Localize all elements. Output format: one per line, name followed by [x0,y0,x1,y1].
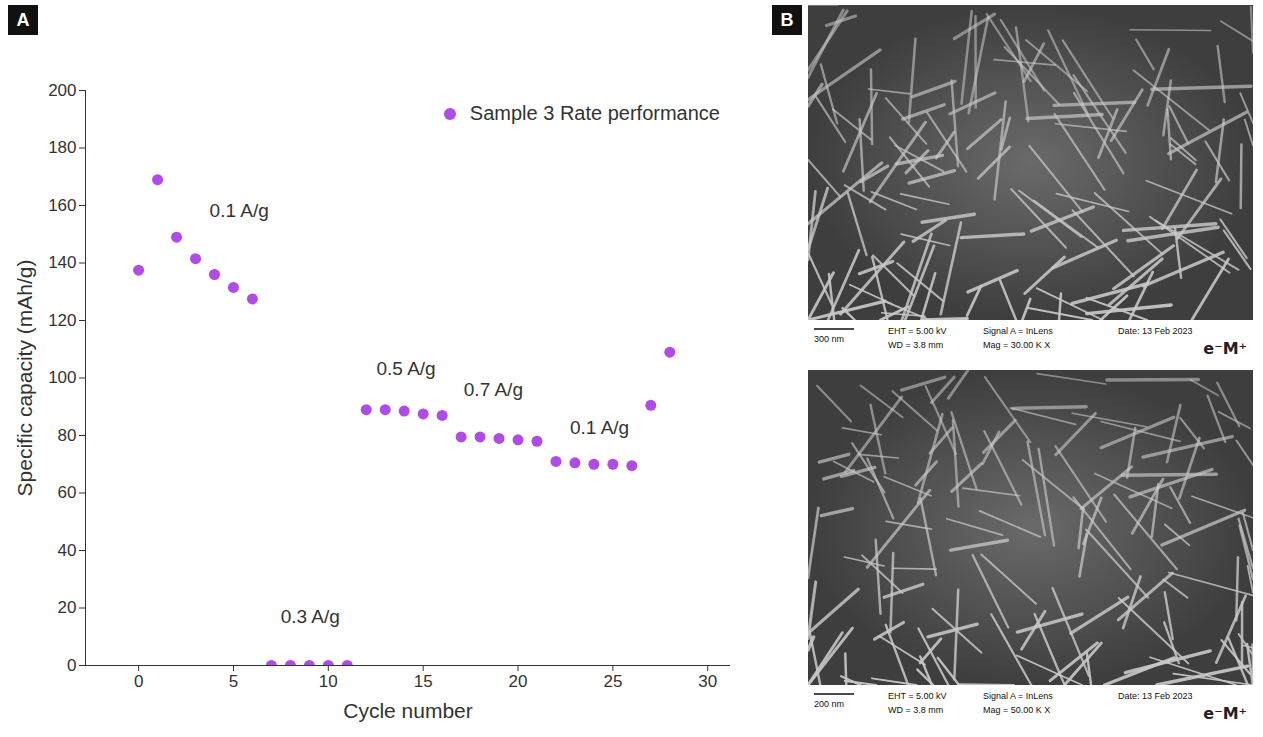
svg-text:WD = 3.8 mm: WD = 3.8 mm [888,705,943,715]
svg-text:Date: 13 Feb 2023: Date: 13 Feb 2023 [1118,326,1193,336]
svg-text:25: 25 [603,672,622,691]
svg-text:e⁻M⁺: e⁻M⁺ [1203,704,1247,723]
html-text:Sample 3 Rate performance: Sample 3 Rate performance [469,102,720,124]
svg-text:20: 20 [58,598,77,617]
svg-text:0.3 A/g: 0.3 A/g [281,606,340,627]
svg-text:0.5 A/g: 0.5 A/g [377,358,436,379]
svg-text:0.1 A/g: 0.1 A/g [210,200,269,221]
html-text:B: B [780,9,794,30]
svg-text:Signal A = InLens: Signal A = InLens [983,691,1053,701]
svg-text:10: 10 [319,672,338,691]
svg-text:0: 0 [67,656,76,675]
svg-text:Signal A = InLens: Signal A = InLens [983,326,1053,336]
svg-text:20: 20 [509,672,528,691]
svg-text:Mag = 50.00 K X: Mag = 50.00 K X [983,705,1050,715]
svg-text:EHT = 5.00 kV: EHT = 5.00 kV [888,326,947,336]
svg-text:160: 160 [48,196,76,215]
svg-text:80: 80 [58,426,77,445]
svg-text:140: 140 [48,253,76,272]
svg-text:300 nm: 300 nm [814,334,844,344]
svg-text:40: 40 [58,541,77,560]
svg-text:0.1 A/g: 0.1 A/g [570,417,629,438]
svg-text:30: 30 [698,672,717,691]
html-text:A: A [16,9,30,30]
svg-text:200: 200 [48,81,76,100]
svg-text:EHT = 5.00 kV: EHT = 5.00 kV [888,691,947,701]
svg-text:e⁻M⁺: e⁻M⁺ [1203,339,1247,358]
svg-text:100: 100 [48,368,76,387]
svg-text:60: 60 [58,483,77,502]
svg-text:0: 0 [134,672,143,691]
svg-text:15: 15 [414,672,433,691]
svg-text:180: 180 [48,138,76,157]
svg-text:120: 120 [48,311,76,330]
svg-text:Specific capacity (mAh/g): Specific capacity (mAh/g) [13,260,36,497]
svg-text:Date: 13 Feb 2023: Date: 13 Feb 2023 [1118,691,1193,701]
svg-text:Cycle number: Cycle number [343,699,473,722]
svg-text:WD = 3.8 mm: WD = 3.8 mm [888,340,943,350]
svg-text:0.7 A/g: 0.7 A/g [464,379,523,400]
svg-text:5: 5 [229,672,238,691]
svg-text:Mag = 30.00 K X: Mag = 30.00 K X [983,340,1050,350]
svg-text:200 nm: 200 nm [814,699,844,709]
